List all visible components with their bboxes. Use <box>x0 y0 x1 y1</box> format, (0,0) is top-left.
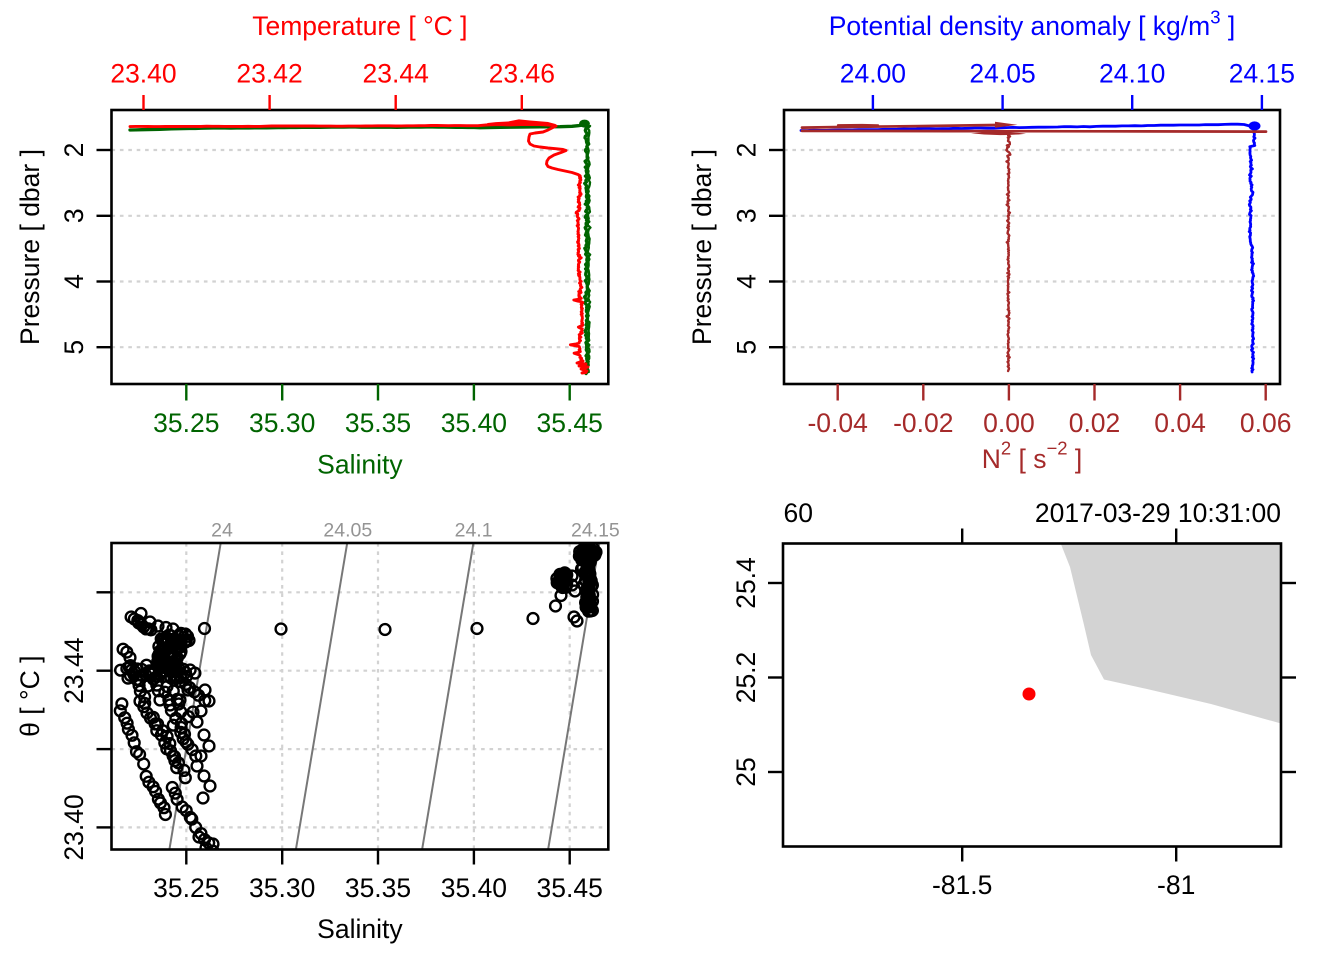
svg-text:0.00: 0.00 <box>983 408 1035 438</box>
svg-text:θ [ °C ]: θ [ °C ] <box>15 656 45 737</box>
svg-text:25.2: 25.2 <box>731 652 761 704</box>
svg-text:24.05: 24.05 <box>323 520 372 542</box>
svg-text:23.44: 23.44 <box>363 59 429 89</box>
svg-text:23.42: 23.42 <box>236 59 302 89</box>
svg-text:4: 4 <box>59 274 89 289</box>
svg-text:23.46: 23.46 <box>489 59 555 89</box>
svg-text:35.30: 35.30 <box>249 873 315 903</box>
svg-text:24.1: 24.1 <box>455 520 493 542</box>
svg-text:5: 5 <box>59 340 89 355</box>
svg-text:4: 4 <box>732 274 762 289</box>
svg-text:35.45: 35.45 <box>537 408 603 438</box>
svg-text:-81.5: -81.5 <box>932 870 992 900</box>
svg-text:35.25: 35.25 <box>153 408 219 438</box>
svg-text:25: 25 <box>731 757 761 786</box>
svg-text:24: 24 <box>211 520 233 542</box>
svg-text:35.30: 35.30 <box>249 408 315 438</box>
svg-text:0.06: 0.06 <box>1240 408 1292 438</box>
svg-text:-0.02: -0.02 <box>893 408 953 438</box>
svg-text:25.4: 25.4 <box>731 557 761 609</box>
svg-text:Temperature [ °C ]: Temperature [ °C ] <box>252 11 467 41</box>
svg-text:0.02: 0.02 <box>1069 408 1121 438</box>
svg-text:35.40: 35.40 <box>441 408 507 438</box>
svg-text:35.25: 35.25 <box>153 873 219 903</box>
svg-text:2: 2 <box>732 143 762 158</box>
svg-text:-0.04: -0.04 <box>807 408 867 438</box>
svg-text:35.35: 35.35 <box>345 408 411 438</box>
svg-text:Salinity: Salinity <box>317 450 403 480</box>
svg-text:Potential density anomaly [ kg: Potential density anomaly [ kg/m3 ] <box>829 7 1236 42</box>
svg-text:24.00: 24.00 <box>840 59 906 89</box>
svg-text:5: 5 <box>732 340 762 355</box>
svg-text:Pressure [ dbar ]: Pressure [ dbar ] <box>687 149 717 345</box>
svg-text:3: 3 <box>59 208 89 223</box>
svg-text:24.05: 24.05 <box>969 59 1035 89</box>
svg-text:Pressure [ dbar ]: Pressure [ dbar ] <box>15 149 45 345</box>
svg-text:0.04: 0.04 <box>1154 408 1206 438</box>
svg-text:35.35: 35.35 <box>345 873 411 903</box>
svg-text:24.15: 24.15 <box>1229 59 1295 89</box>
svg-text:24.10: 24.10 <box>1099 59 1165 89</box>
svg-text:Salinity: Salinity <box>317 914 403 944</box>
svg-text:-81: -81 <box>1157 870 1195 900</box>
svg-text:60: 60 <box>784 498 813 528</box>
svg-text:35.40: 35.40 <box>441 873 507 903</box>
svg-text:3: 3 <box>732 208 762 223</box>
svg-text:24.15: 24.15 <box>571 520 620 542</box>
svg-text:2: 2 <box>59 143 89 158</box>
svg-text:35.45: 35.45 <box>537 873 603 903</box>
svg-text:2017-03-29 10:31:00: 2017-03-29 10:31:00 <box>1035 498 1281 528</box>
svg-text:23.40: 23.40 <box>110 59 176 89</box>
svg-text:23.44: 23.44 <box>59 638 89 704</box>
svg-text:23.40: 23.40 <box>59 794 89 860</box>
